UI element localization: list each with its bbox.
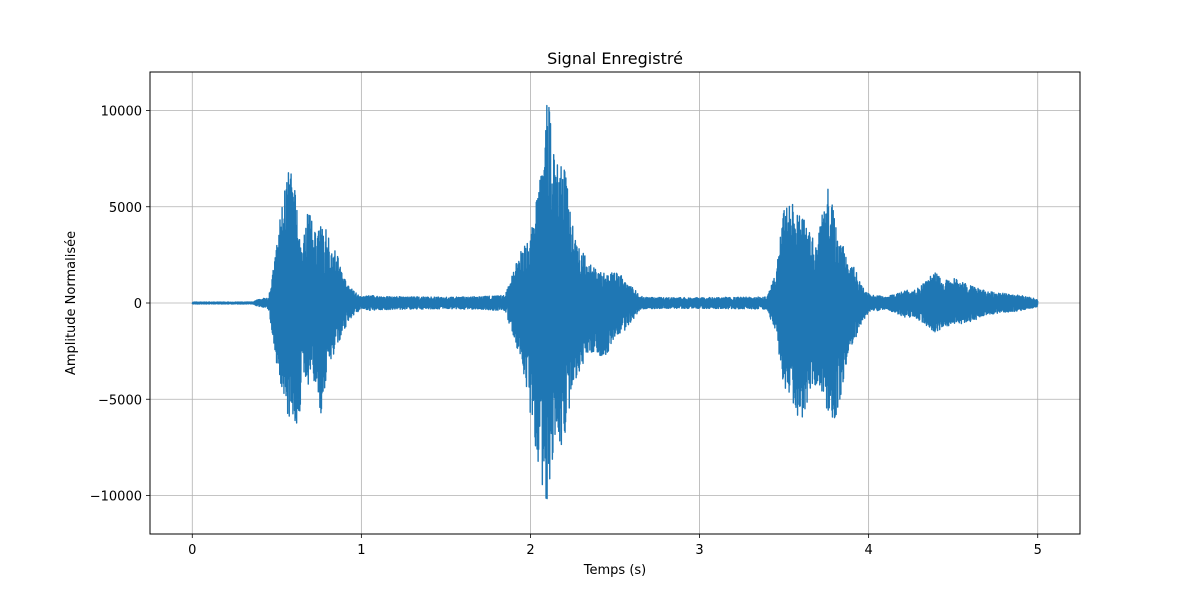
x-tick-label: 3 bbox=[695, 543, 703, 558]
y-tick-label: −5000 bbox=[98, 393, 142, 408]
y-tick-label: 10000 bbox=[101, 105, 142, 120]
x-tick-label: 2 bbox=[526, 543, 534, 558]
chart-title: Signal Enregistré bbox=[547, 49, 683, 68]
x-tick-label: 0 bbox=[188, 543, 196, 558]
x-tick-label: 1 bbox=[357, 543, 365, 558]
x-axis: 0 1 2 3 4 5 bbox=[188, 534, 1042, 558]
signal-line bbox=[191, 104, 1039, 500]
x-axis-label: Temps (s) bbox=[583, 563, 646, 578]
y-tick-label: −10000 bbox=[90, 490, 142, 505]
signal-series bbox=[191, 104, 1039, 500]
y-tick-label: 5000 bbox=[109, 201, 142, 216]
y-axis: −10000 −5000 0 5000 10000 bbox=[90, 105, 150, 505]
y-tick-label: 0 bbox=[134, 297, 142, 312]
y-axis-label: Amplitude Normalisée bbox=[64, 231, 79, 375]
x-tick-label: 4 bbox=[864, 543, 872, 558]
x-tick-label: 5 bbox=[1034, 543, 1042, 558]
